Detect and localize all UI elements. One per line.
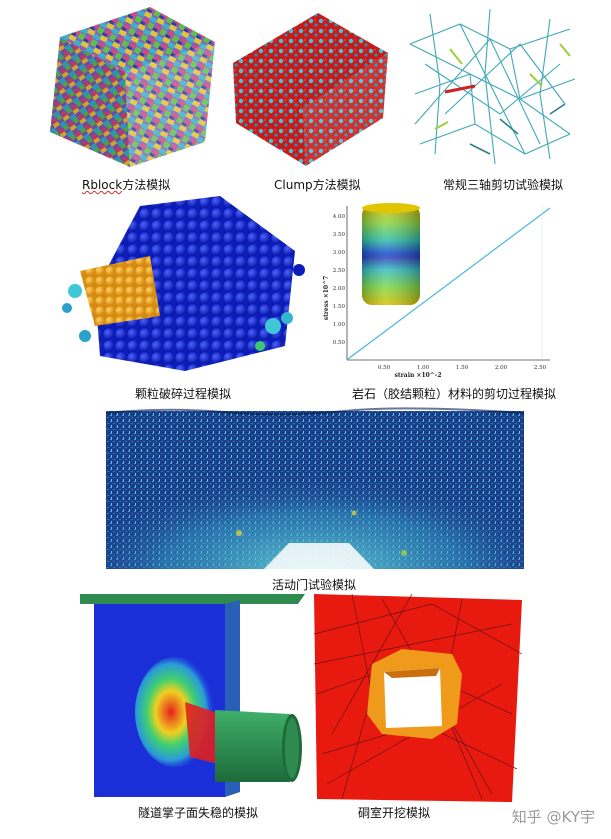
caption-triaxial: 常规三轴剪切试验模拟: [443, 178, 564, 192]
plot-ytick: 1.50: [333, 304, 346, 310]
caption-rblock-suffix: 方法模拟: [122, 178, 171, 192]
caption-tunnel-face: 隧道掌子面失稳的模拟: [138, 806, 259, 820]
caption-cavern: 硐室开挖模拟: [358, 806, 431, 820]
plot-xlabel: strain ×10^-2: [395, 372, 442, 379]
caption-rblock-prefix: Rblock: [82, 178, 123, 192]
plot-ytick: 3.50: [333, 232, 346, 238]
clump-cube-figure: [233, 13, 388, 166]
trapdoor-figure: [105, 407, 525, 569]
cavern-figure: [313, 594, 523, 802]
plot-ylabel: stress ×10^7: [323, 276, 330, 321]
plot-ytick: 4.00: [333, 214, 346, 220]
stress-strain-curve: [347, 207, 551, 360]
plot-xtick: 2.50: [534, 365, 547, 371]
specimen-cylinder: [362, 203, 420, 305]
plot-xtick: 1.00: [417, 365, 430, 371]
caption-rblock: Rblock方法模拟: [82, 176, 170, 193]
caption-particle-crush: 颗粒破碎过程模拟: [135, 387, 232, 401]
rblock-cube-figure: [50, 7, 215, 167]
plot-ytick: 0.50: [333, 340, 346, 346]
zhihu-watermark: 知乎 @KY宇: [511, 808, 595, 826]
caption-clump: Clump方法模拟: [274, 178, 361, 192]
plot-ytick: 2.00: [333, 286, 346, 292]
plot-ytick: 3.00: [333, 250, 346, 256]
plot-xtick: 2.00: [495, 365, 508, 371]
plot-xtick: 0.50: [378, 365, 391, 371]
caption-trapdoor: 活动门试验模拟: [272, 578, 357, 592]
stress-strain-plot: stress ×10^7 4.00 3.50 3.00 2.50 2.00 1.…: [323, 203, 551, 379]
triaxial-network-figure: [409, 8, 576, 165]
plot-ytick: 1.00: [333, 322, 346, 328]
caption-rock-shear: 岩石（胶结颗粒）材料的剪切过程模拟: [352, 387, 557, 401]
tunnel-face-figure: [80, 594, 305, 797]
plot-xtick: 1.50: [456, 365, 469, 371]
particle-crush-figure: [62, 196, 305, 371]
plot-ytick: 2.50: [333, 268, 346, 274]
